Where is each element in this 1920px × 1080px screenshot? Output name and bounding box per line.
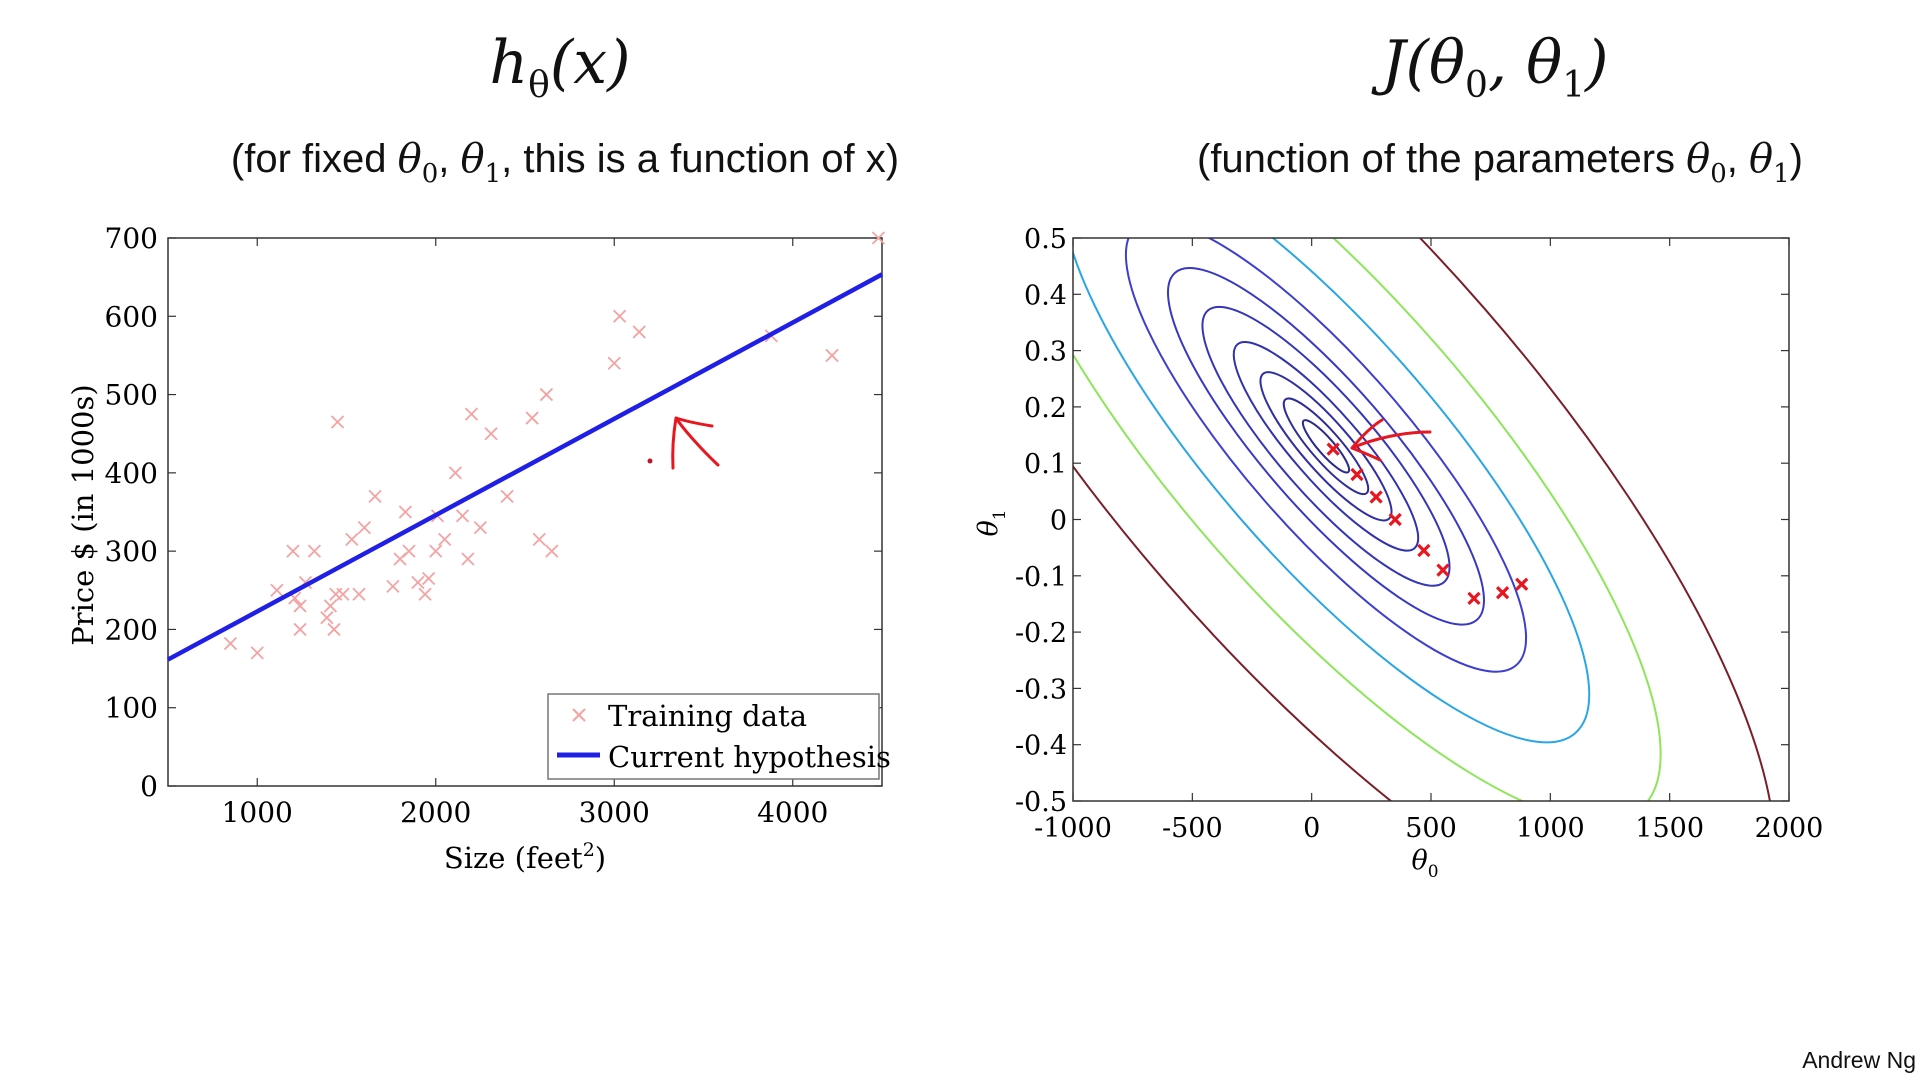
training-data-point [473, 521, 488, 535]
legend-hypothesis-label: Current hypothesis [608, 740, 891, 774]
left-plot-frame [167, 237, 883, 787]
training-data-point [545, 544, 559, 558]
left-y-tick-label: 200 [105, 613, 158, 646]
training-data-point [327, 622, 341, 637]
training-data-point [525, 411, 539, 425]
training-data-point [484, 427, 498, 441]
training-data-point [421, 571, 436, 586]
left-y-tick-label: 300 [105, 535, 158, 568]
training-data-point [250, 646, 264, 660]
left-y-tick-label: 600 [105, 300, 158, 333]
training-data-point [336, 587, 350, 601]
training-data-point [323, 599, 338, 613]
right-panel-title: J(θ0, θ1) [1381, 28, 1609, 106]
left-panel-subtitle: (for fixed θ0, θ1, this is a function of… [230, 136, 900, 189]
training-data-point [286, 544, 300, 558]
training-data-point [386, 579, 400, 594]
left-legend: Training data Current hypothesis [547, 693, 891, 780]
training-data-point [871, 231, 886, 245]
training-data-point [411, 575, 425, 590]
left-panel-title: hθ(x) [489, 28, 631, 106]
training-data-point [500, 489, 514, 503]
training-data-point [448, 466, 463, 480]
training-data-point [398, 505, 413, 519]
right-panel-subtitle: (function of the parameters θ0, θ1) [1197, 136, 1803, 189]
training-data-point [539, 387, 554, 402]
training-data-point [320, 611, 334, 625]
training-data-point [429, 544, 443, 558]
left-annotation-arrow [671, 416, 720, 470]
legend-training-data-marker [572, 708, 586, 722]
training-data-point [607, 356, 621, 370]
training-data-point [532, 532, 546, 547]
left-y-tick-label: 700 [105, 222, 158, 255]
training-data-point [357, 521, 371, 535]
left-y-tick-label: 0 [140, 770, 158, 803]
training-data-point [293, 599, 307, 613]
hypothesis-line [166, 272, 884, 662]
training-data-point [455, 509, 470, 523]
left-y-tick-label: 400 [105, 457, 158, 490]
training-data-point [352, 587, 366, 601]
left-annotation-dot [647, 458, 653, 464]
left-x-tick-label: 4000 [757, 796, 828, 829]
training-data-point [632, 325, 646, 339]
training-data-point [825, 348, 839, 363]
training-data-point [438, 532, 452, 547]
legend-training-data-label: Training data [608, 699, 807, 733]
training-data-point [223, 636, 238, 651]
left-y-axis-label: Price $ (in 1000s) [66, 384, 100, 645]
left-y-tick-label: 100 [105, 692, 158, 725]
left-plot-area: 0 100 200 300 400 500 600 700 1000 2000 3000 4000 [105, 222, 886, 829]
training-data-point [368, 489, 382, 503]
left-x-tick-label: 1000 [222, 796, 293, 829]
training-data-point [418, 587, 432, 601]
training-data-point [270, 583, 284, 597]
training-data-point [612, 309, 627, 323]
training-data-point [330, 415, 345, 429]
author-attribution: Andrew Ng [1802, 1047, 1916, 1073]
training-data-point [345, 532, 359, 547]
left-x-axis-label: Size (feet2) [444, 839, 606, 875]
left-x-tick-label: 3000 [579, 796, 650, 829]
training-data-point [307, 544, 322, 558]
left-x-tick-label: 2000 [400, 796, 471, 829]
left-y-tick-label: 500 [105, 379, 158, 412]
training-data-point [464, 407, 479, 421]
training-data-point [293, 622, 307, 637]
training-data-point [461, 552, 475, 566]
training-data-point [402, 544, 416, 558]
